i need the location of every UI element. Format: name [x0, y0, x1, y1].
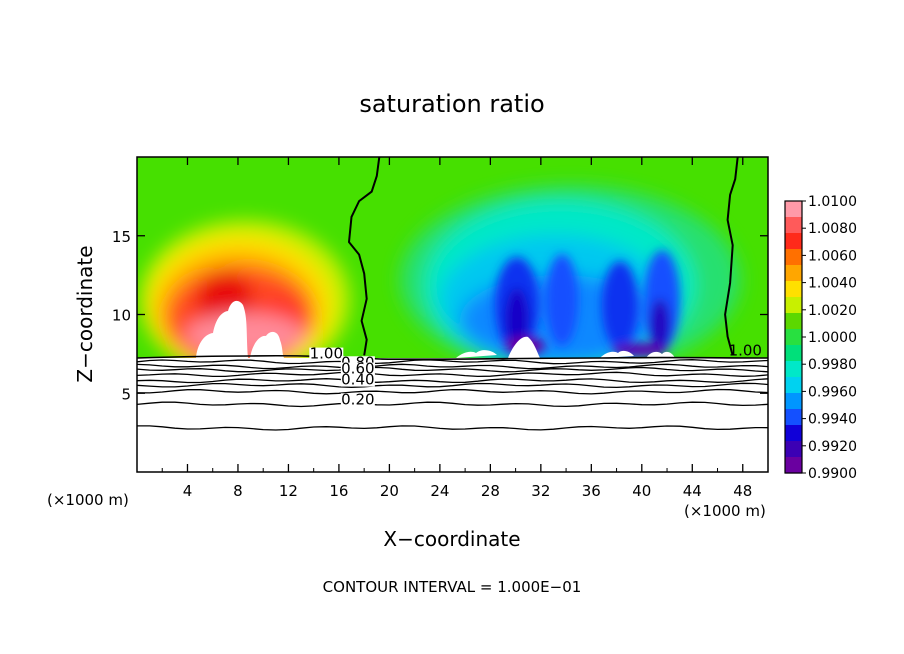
- contour-labels: 1.000.800.600.400.201.00: [309, 341, 762, 408]
- colorbar-swatch: [785, 329, 802, 346]
- colorbar-label: 0.9900: [808, 466, 857, 482]
- stable-contour-line: [137, 371, 768, 378]
- colorbar: 1.0100 1.0080 1.0060 1.0040 1.0020 1.0000 0.99…: [784, 194, 857, 482]
- colorbar-swatch: [785, 313, 802, 330]
- stable-contour-line: [137, 363, 768, 370]
- y-axis-label: Z−coordinate: [73, 245, 97, 382]
- cool-column-d-core: [650, 299, 670, 351]
- colorbar-swatch: [785, 217, 802, 234]
- contour-field: [137, 157, 768, 472]
- colorbar-swatch: [785, 265, 802, 282]
- cool-column-b: [546, 254, 578, 346]
- contour-label: 1.00: [310, 345, 343, 363]
- colorbar-swatch: [785, 361, 802, 378]
- stable-contour-line: [137, 359, 768, 365]
- colorbar-label: 0.9940: [808, 412, 857, 428]
- colorbar-swatch: [785, 345, 802, 362]
- x-tick-label: 16: [329, 482, 348, 500]
- stable-contour-line: [137, 425, 768, 431]
- cloud-blobs: [196, 300, 675, 358]
- contour-line-1-00-right: [724, 157, 739, 356]
- colorbar-swatch: [785, 281, 802, 298]
- colorbar-label: 1.0100: [808, 194, 857, 210]
- contour-label: 1.00: [729, 341, 762, 359]
- cool-column-c: [602, 261, 638, 349]
- stable-contour-line: [137, 366, 768, 373]
- x-tick-label: 8: [233, 482, 243, 500]
- colorbar-swatch: [785, 201, 802, 218]
- y-tick-label: 15: [112, 228, 131, 246]
- x-axis-unit-left: (×1000 m): [47, 491, 129, 509]
- colorbar-swatch: [785, 249, 802, 266]
- x-tick-label: 40: [632, 482, 651, 500]
- stable-contour-line: [137, 378, 768, 384]
- contour-label-bg: [309, 347, 344, 361]
- x-axis-unit-right: (×1000 m): [684, 502, 766, 520]
- colorbar-label: 1.0060: [808, 248, 857, 264]
- contour-label-bg: [340, 373, 375, 387]
- cloud-base-line: [137, 354, 768, 361]
- stable-contour-line: [137, 382, 768, 389]
- contour-interval-footer: CONTOUR INTERVAL = 1.000E−01: [323, 578, 582, 596]
- x-tick-label: 20: [380, 482, 399, 500]
- colorbar-label: 0.9920: [808, 439, 857, 455]
- colorbar-label: 1.0000: [808, 330, 857, 346]
- cool-column-a-core: [505, 288, 529, 352]
- colorbar-swatch: [785, 297, 802, 314]
- contour-label: 0.60: [341, 360, 374, 378]
- stable-contour-lines: [137, 359, 768, 431]
- x-tick-label: 12: [279, 482, 298, 500]
- colorbar-swatch: [785, 233, 802, 250]
- x-tick-label: 44: [683, 482, 702, 500]
- x-tick-label: 24: [430, 482, 449, 500]
- colorbar-swatch: [785, 377, 802, 394]
- colorbar-swatch: [785, 441, 802, 458]
- y-tick-label: 5: [121, 385, 131, 403]
- x-tick-label: 4: [183, 482, 193, 500]
- chart-title: saturation ratio: [359, 90, 544, 118]
- colorbar-swatch: [785, 393, 802, 410]
- colorbar-label: 1.0080: [808, 221, 857, 237]
- contour-lines: [137, 157, 768, 431]
- colorbar-label: 1.0020: [808, 303, 857, 319]
- x-tick-label: 36: [582, 482, 601, 500]
- x-axis-label: X−coordinate: [383, 527, 520, 551]
- y-tick-label: 10: [112, 307, 131, 325]
- y-axis-ticks: 5 10 15: [112, 228, 768, 403]
- x-tick-label: 32: [531, 482, 550, 500]
- colorbar-label: 0.9980: [808, 357, 857, 373]
- subsaturated-region: [137, 358, 768, 472]
- colorbar-label: 0.9960: [808, 384, 857, 400]
- contour-label-bg: [340, 393, 375, 407]
- colorbar-label: 1.0040: [808, 276, 857, 292]
- x-axis-ticks: 4 8 12 16 20 24 28 32 36 40 44 48: [161, 157, 752, 500]
- colorbar-swatch: [785, 457, 802, 474]
- colorbar-swatch: [785, 425, 802, 442]
- contour-label-bg: [340, 362, 375, 376]
- stable-contour-line: [137, 388, 768, 395]
- contour-label: 0.20: [341, 390, 374, 408]
- stable-contour-line: [137, 401, 768, 408]
- contour-line-1-00-left: [347, 157, 381, 356]
- colorbar-swatch: [785, 409, 802, 426]
- contour-label: 0.40: [341, 371, 374, 389]
- x-tick-label: 48: [733, 482, 752, 500]
- x-tick-label: 28: [481, 482, 500, 500]
